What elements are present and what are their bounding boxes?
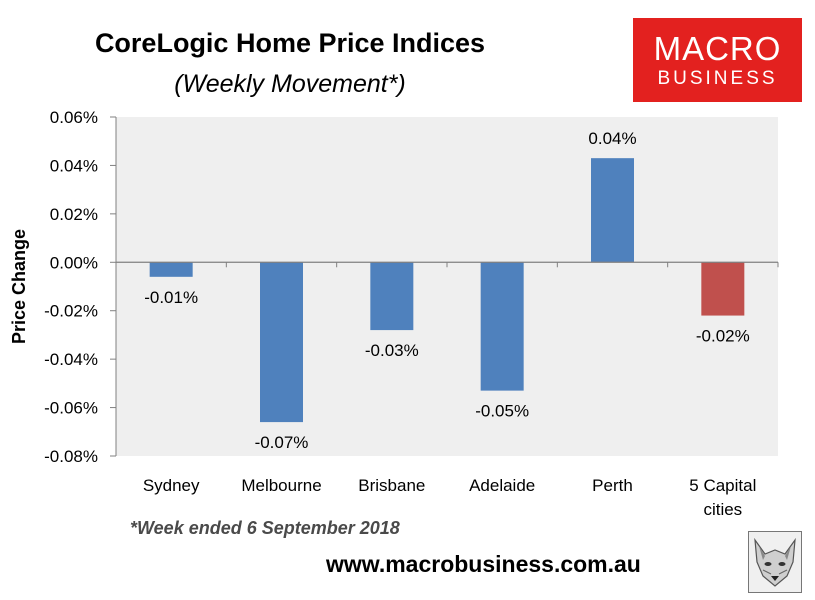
y-tick-label: 0.04% (50, 156, 98, 175)
data-label: -0.02% (696, 327, 750, 346)
y-tick-label: 0.06% (50, 108, 98, 127)
bar-perth (591, 158, 634, 263)
chart-subtitle: (Weekly Movement*) (174, 70, 406, 98)
logo-text-macro: MACRO (653, 30, 782, 67)
logo-text-business: BUSINESS (657, 68, 778, 89)
bars (149, 158, 745, 423)
bar-5-capital-cities (701, 262, 745, 316)
y-tick-label: -0.02% (44, 302, 98, 321)
data-label: -0.07% (255, 433, 309, 452)
bar-sydney (149, 262, 193, 277)
x-tick-label: Sydney (143, 476, 200, 495)
fox-logo-icon (748, 531, 802, 593)
x-tick-label: cities (703, 500, 742, 519)
y-tick-label: 0.00% (50, 253, 98, 272)
y-tick-label: -0.04% (44, 350, 98, 369)
data-label: -0.01% (144, 288, 198, 307)
x-tick-label: Perth (592, 476, 633, 495)
y-tick-label: 0.02% (50, 205, 98, 224)
data-label: -0.03% (365, 341, 419, 360)
y-tick-label: -0.08% (44, 447, 98, 466)
x-tick-label: 5 Capital (689, 476, 756, 495)
x-tick-label: Melbourne (241, 476, 321, 495)
data-label: -0.05% (475, 402, 529, 421)
x-tick-label: Brisbane (358, 476, 425, 495)
x-tick-label: Adelaide (469, 476, 535, 495)
chart-title: CoreLogic Home Price Indices (94, 28, 486, 58)
y-tick-label: -0.06% (44, 399, 98, 418)
plot-area (116, 117, 778, 456)
bar-melbourne (260, 262, 303, 423)
bar-adelaide (480, 262, 524, 391)
y-axis-ticks: 0.06% 0.04% 0.02% 0.00% -0.02% -0.04% -0.06% -0… (44, 108, 116, 466)
bar-brisbane (370, 262, 414, 331)
y-axis-label: Price Change (9, 229, 29, 344)
data-label: 0.04% (588, 129, 636, 148)
data-labels: -0.01% -0.07% -0.03% -0.05% 0.04% -0.02% (144, 129, 750, 452)
footnote: *Week ended 6 September 2018 (130, 518, 400, 538)
macrobusiness-logo: MACRO BUSINESS (633, 18, 802, 102)
website-url: www.macrobusiness.com.au (326, 551, 641, 577)
x-axis-labels: Sydney Melbourne Brisbane Adelaide Perth 5 Ca… (115, 262, 779, 519)
